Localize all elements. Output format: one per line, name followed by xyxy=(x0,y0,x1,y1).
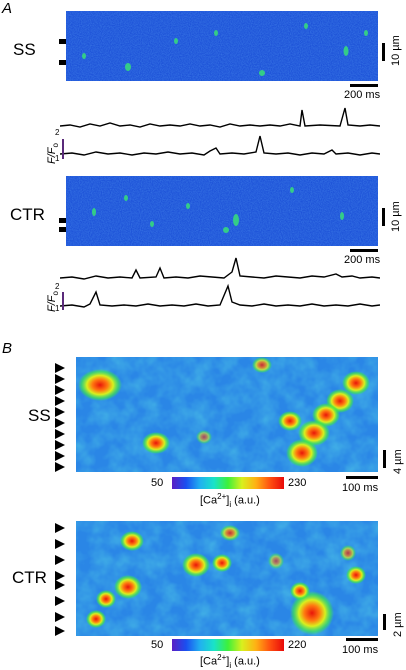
panel-b-ctr-cbar-unit: (a.u.) xyxy=(231,655,260,668)
panel-b-ss-cbar-unit: (a.u.) xyxy=(231,494,260,507)
panel-a-ss-trace-scalebar xyxy=(62,139,64,159)
panel-b-ctr-cbar-min: 50 xyxy=(151,639,164,651)
panel-a-ctr-label: CTR xyxy=(10,205,45,224)
panel-b-ss-time-scalebar xyxy=(346,476,378,479)
panel-b-ctr-time-scalebar xyxy=(346,638,378,641)
panel-b-ss-arrow-7 xyxy=(55,429,65,439)
panel-b-ss-arrow-8 xyxy=(55,440,65,450)
panel-b-ss-colorbar xyxy=(172,477,284,489)
panel-a-ss-space-scalebar xyxy=(382,43,385,61)
panel-b-ss-arrow-3 xyxy=(55,385,65,395)
panel-b-ctr-arrow-8 xyxy=(55,626,65,636)
panel-b-ctr-cbar-label-text: [Ca xyxy=(200,655,218,668)
panel-a-ctr-time-scalebar xyxy=(350,249,378,252)
panel-b-ctr-space-scalebar xyxy=(383,614,386,630)
panel-a-letter: A xyxy=(2,0,13,17)
panel-a-ctr-trace-axis-sub: o xyxy=(51,291,61,296)
panel-a-ss-tick-2: 2 xyxy=(55,128,60,137)
panel-a-ctr-space-scale: 10 µm xyxy=(390,201,402,232)
panel-a-ctr-time-scale: 200 ms xyxy=(344,254,381,266)
panel-a-ss-tick-1: 1 xyxy=(55,154,60,163)
panel-b-ctr-arrow-1 xyxy=(55,523,65,533)
panel-a-ctr-traces xyxy=(60,257,380,308)
panel-a-ctr-marker-2 xyxy=(59,227,66,232)
panel-b-letter: B xyxy=(2,340,13,357)
panel-a-ss-traces xyxy=(60,107,380,156)
panel-b-ss-cbar-sup: 2+ xyxy=(217,492,227,501)
panel-b-ss-arrow-1 xyxy=(55,363,65,373)
panel-b-ss-arrow-9 xyxy=(55,451,65,461)
panel-b-ctr-arrow-3 xyxy=(55,555,65,565)
panel-b-ss-time-scale: 100 ms xyxy=(342,482,379,494)
panel-a-ss-trace-axis-sub: o xyxy=(51,143,61,148)
panel-b-ss-space-scale: 4 µm xyxy=(392,449,404,474)
panel-a-ctr-space-scalebar xyxy=(382,208,385,226)
panel-b-ctr-cbar-label: [Ca2+]i (a.u.) xyxy=(200,653,260,670)
panel-b-ss-heatmap xyxy=(76,357,378,472)
panel-a-ss-marker-2 xyxy=(59,60,66,65)
panel-b-ctr-label: CTR xyxy=(12,568,47,587)
panel-b-ss-cbar-sub: i xyxy=(229,499,232,509)
panel-a-ss-label: SS xyxy=(13,40,36,59)
panel-b-ctr-heatmap xyxy=(76,521,378,636)
panel-b-ctr-arrow-7 xyxy=(55,612,65,622)
panel-b-ctr-arrow-4 xyxy=(55,571,65,581)
panel-a-ctr-tick-1: 1 xyxy=(55,304,60,313)
panel-b-ss-cbar-label: [Ca2+]i (a.u.) xyxy=(200,492,260,509)
panel-b-ctr-cbar-max: 220 xyxy=(288,639,307,651)
panel-b-ss-cbar-label-text: [Ca xyxy=(200,494,218,507)
panel-b-ss-arrow-6 xyxy=(55,418,65,428)
panel-b-ss-space-scalebar xyxy=(383,450,386,468)
panel-b-ctr-cbar-sup: 2+ xyxy=(217,653,227,662)
panel-a-ss-time-scale: 200 ms xyxy=(344,89,381,101)
panel-a-ctr-linescan xyxy=(66,176,378,246)
panel-a-ctr-marker-1 xyxy=(59,218,66,223)
panel-a-ss-marker-1 xyxy=(59,39,66,44)
panel-a-ss-time-scalebar xyxy=(350,84,378,87)
panel-b-ctr-cbar-sub: i xyxy=(229,660,232,670)
panel-b-ctr-space-scale: 2 µm xyxy=(392,612,404,637)
panel-a-ctr-tick-2: 2 xyxy=(55,282,60,291)
panel-b-ss-arrow-10 xyxy=(55,462,65,472)
panel-b-ss-label: SS xyxy=(28,406,51,425)
panel-b-ss-cbar-max: 230 xyxy=(288,477,307,489)
panel-b-ss-cbar-min: 50 xyxy=(151,477,164,489)
panel-b-ctr-arrow-6 xyxy=(55,596,65,606)
panel-b-ctr-colorbar xyxy=(172,639,284,651)
panel-b-ctr-time-scale: 100 ms xyxy=(342,644,379,656)
panel-b-ctr-arrow-5 xyxy=(55,580,65,590)
panel-a-ctr-trace-scalebar xyxy=(62,292,64,310)
panel-b-ss-arrow-5 xyxy=(55,407,65,417)
panel-b-ctr-arrow-2 xyxy=(55,539,65,549)
panel-b-ss-arrow-4 xyxy=(55,396,65,406)
panel-b-ss-arrow-2 xyxy=(55,374,65,384)
panel-a-ss-linescan xyxy=(66,11,378,81)
panel-a-ss-space-scale: 10 µm xyxy=(390,35,402,66)
